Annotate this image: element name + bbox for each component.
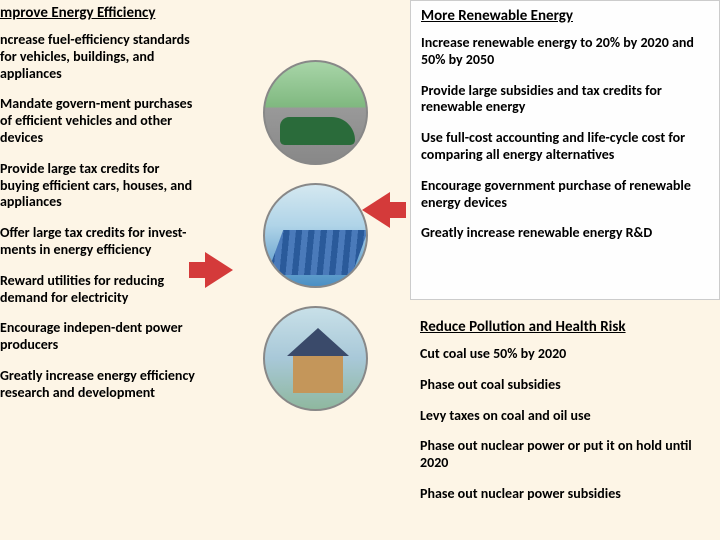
right-column: More Renewable Energy Increase renewable… [410, 0, 720, 540]
left-item: Greatly increase energy efficiency resea… [0, 368, 196, 402]
right-top-item: Encourage government purchase of renewab… [421, 178, 709, 212]
center-graphics [230, 60, 400, 429]
solar-array-icon [263, 183, 368, 288]
left-item: Encourage indepen-dent power producers [0, 320, 196, 354]
right-bottom-item: Phase out nuclear power or put it on hol… [420, 438, 710, 472]
right-bottom-item: Cut coal use 50% by 2020 [420, 346, 710, 363]
right-bottom-item: Phase out nuclear power subsidies [420, 486, 710, 503]
left-item: Reward utilities for reducing demand for… [0, 273, 196, 307]
right-top-item: Provide large subsidies and tax credits … [421, 83, 709, 117]
right-top-panel: More Renewable Energy Increase renewable… [410, 0, 720, 300]
right-bottom-item: Levy taxes on coal and oil use [420, 408, 710, 425]
left-item: ncrease fuel-efficiency standards for ve… [0, 32, 196, 82]
arrow-left-icon [362, 192, 390, 228]
left-item: Mandate govern-ment purchases of efficie… [0, 96, 196, 146]
right-top-item: Use full-cost accounting and life-cycle … [421, 130, 709, 164]
right-top-item: Increase renewable energy to 20% by 2020… [421, 35, 709, 69]
left-column: mprove Energy Efficiency ncrease fuel-ef… [0, 0, 202, 540]
right-top-title: More Renewable Energy [421, 7, 709, 25]
right-top-item: Greatly increase renewable energy R&D [421, 225, 709, 242]
arrow-right-icon [205, 252, 233, 288]
left-item: Provide large tax credits for buying eff… [0, 161, 196, 211]
left-title: mprove Energy Efficiency [0, 4, 196, 22]
right-bottom-item: Phase out coal subsidies [420, 377, 710, 394]
green-car-icon [263, 60, 368, 165]
right-bottom-title: Reduce Pollution and Health Risk [420, 318, 710, 336]
solar-house-icon [263, 306, 368, 411]
right-bottom-panel: Reduce Pollution and Health Risk Cut coa… [410, 312, 720, 527]
left-item: Offer large tax credits for invest-ments… [0, 225, 196, 259]
